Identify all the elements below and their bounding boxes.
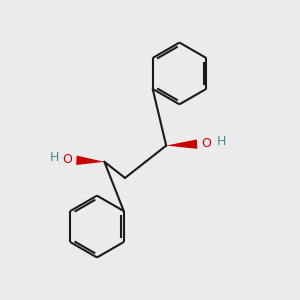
- Text: O: O: [201, 137, 211, 150]
- Polygon shape: [166, 140, 197, 149]
- Text: O: O: [63, 153, 73, 166]
- Text: H: H: [49, 152, 59, 164]
- Text: H: H: [217, 135, 226, 148]
- Polygon shape: [76, 156, 104, 165]
